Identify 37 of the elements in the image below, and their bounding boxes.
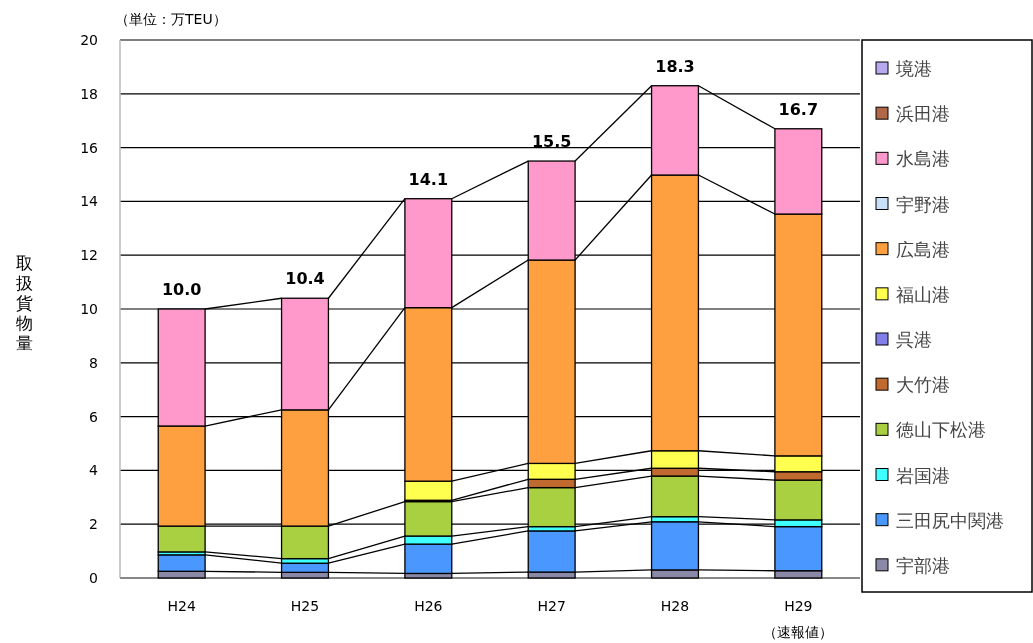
legend-label: 三田尻中関港 xyxy=(896,509,1004,531)
total-label: 14.1 xyxy=(408,169,449,189)
y-tick-label: 20 xyxy=(80,32,98,48)
legend-label: 宇野港 xyxy=(896,193,950,215)
y-tick-label: 4 xyxy=(89,462,99,479)
y-tick-label: 6 xyxy=(89,408,99,425)
legend-label: 水島港 xyxy=(896,148,950,170)
y-tick-label: 0 xyxy=(89,570,98,586)
y-tick-label: 12 xyxy=(80,247,98,264)
total-label: 16.7 xyxy=(778,99,819,119)
x-tick-label: H29 （速報値） xyxy=(763,598,834,640)
y-axis-title: 取扱貨物量 xyxy=(15,253,33,353)
total-label: 10.0 xyxy=(161,280,202,299)
y-tick-label: 16 xyxy=(80,139,99,156)
x-tick-label: H27 xyxy=(537,598,566,614)
total-label: 15.5 xyxy=(531,132,572,152)
y-tick-label: 18 xyxy=(80,85,98,102)
legend-label: 岩国港 xyxy=(896,464,950,486)
total-label: 18.3 xyxy=(655,56,695,76)
legend-label: 大竹港 xyxy=(896,374,950,396)
y-tick-label: 8 xyxy=(89,354,98,371)
legend-label: 浜田港 xyxy=(896,103,950,125)
x-tick-label: H24 xyxy=(167,598,196,614)
x-tick-label: H28 xyxy=(660,598,690,614)
total-label: 10.4 xyxy=(285,269,325,289)
legend-label: 宇部港 xyxy=(896,554,950,576)
legend-label: 境港 xyxy=(895,58,932,79)
y-tick-label: 2 xyxy=(89,516,98,533)
legend-label: 徳山下松港 xyxy=(896,419,986,441)
legend-label: 広島港 xyxy=(896,238,950,260)
x-tick-label: H26 xyxy=(414,598,443,614)
y-tick-label: 10 xyxy=(80,301,98,317)
text: （単位：万TEU） xyxy=(115,11,227,27)
y-tick-label: 14 xyxy=(80,193,99,210)
legend-label: 呉港 xyxy=(896,329,932,350)
legend-label: 福山港 xyxy=(896,283,950,305)
x-tick-label: H25 xyxy=(290,598,320,614)
